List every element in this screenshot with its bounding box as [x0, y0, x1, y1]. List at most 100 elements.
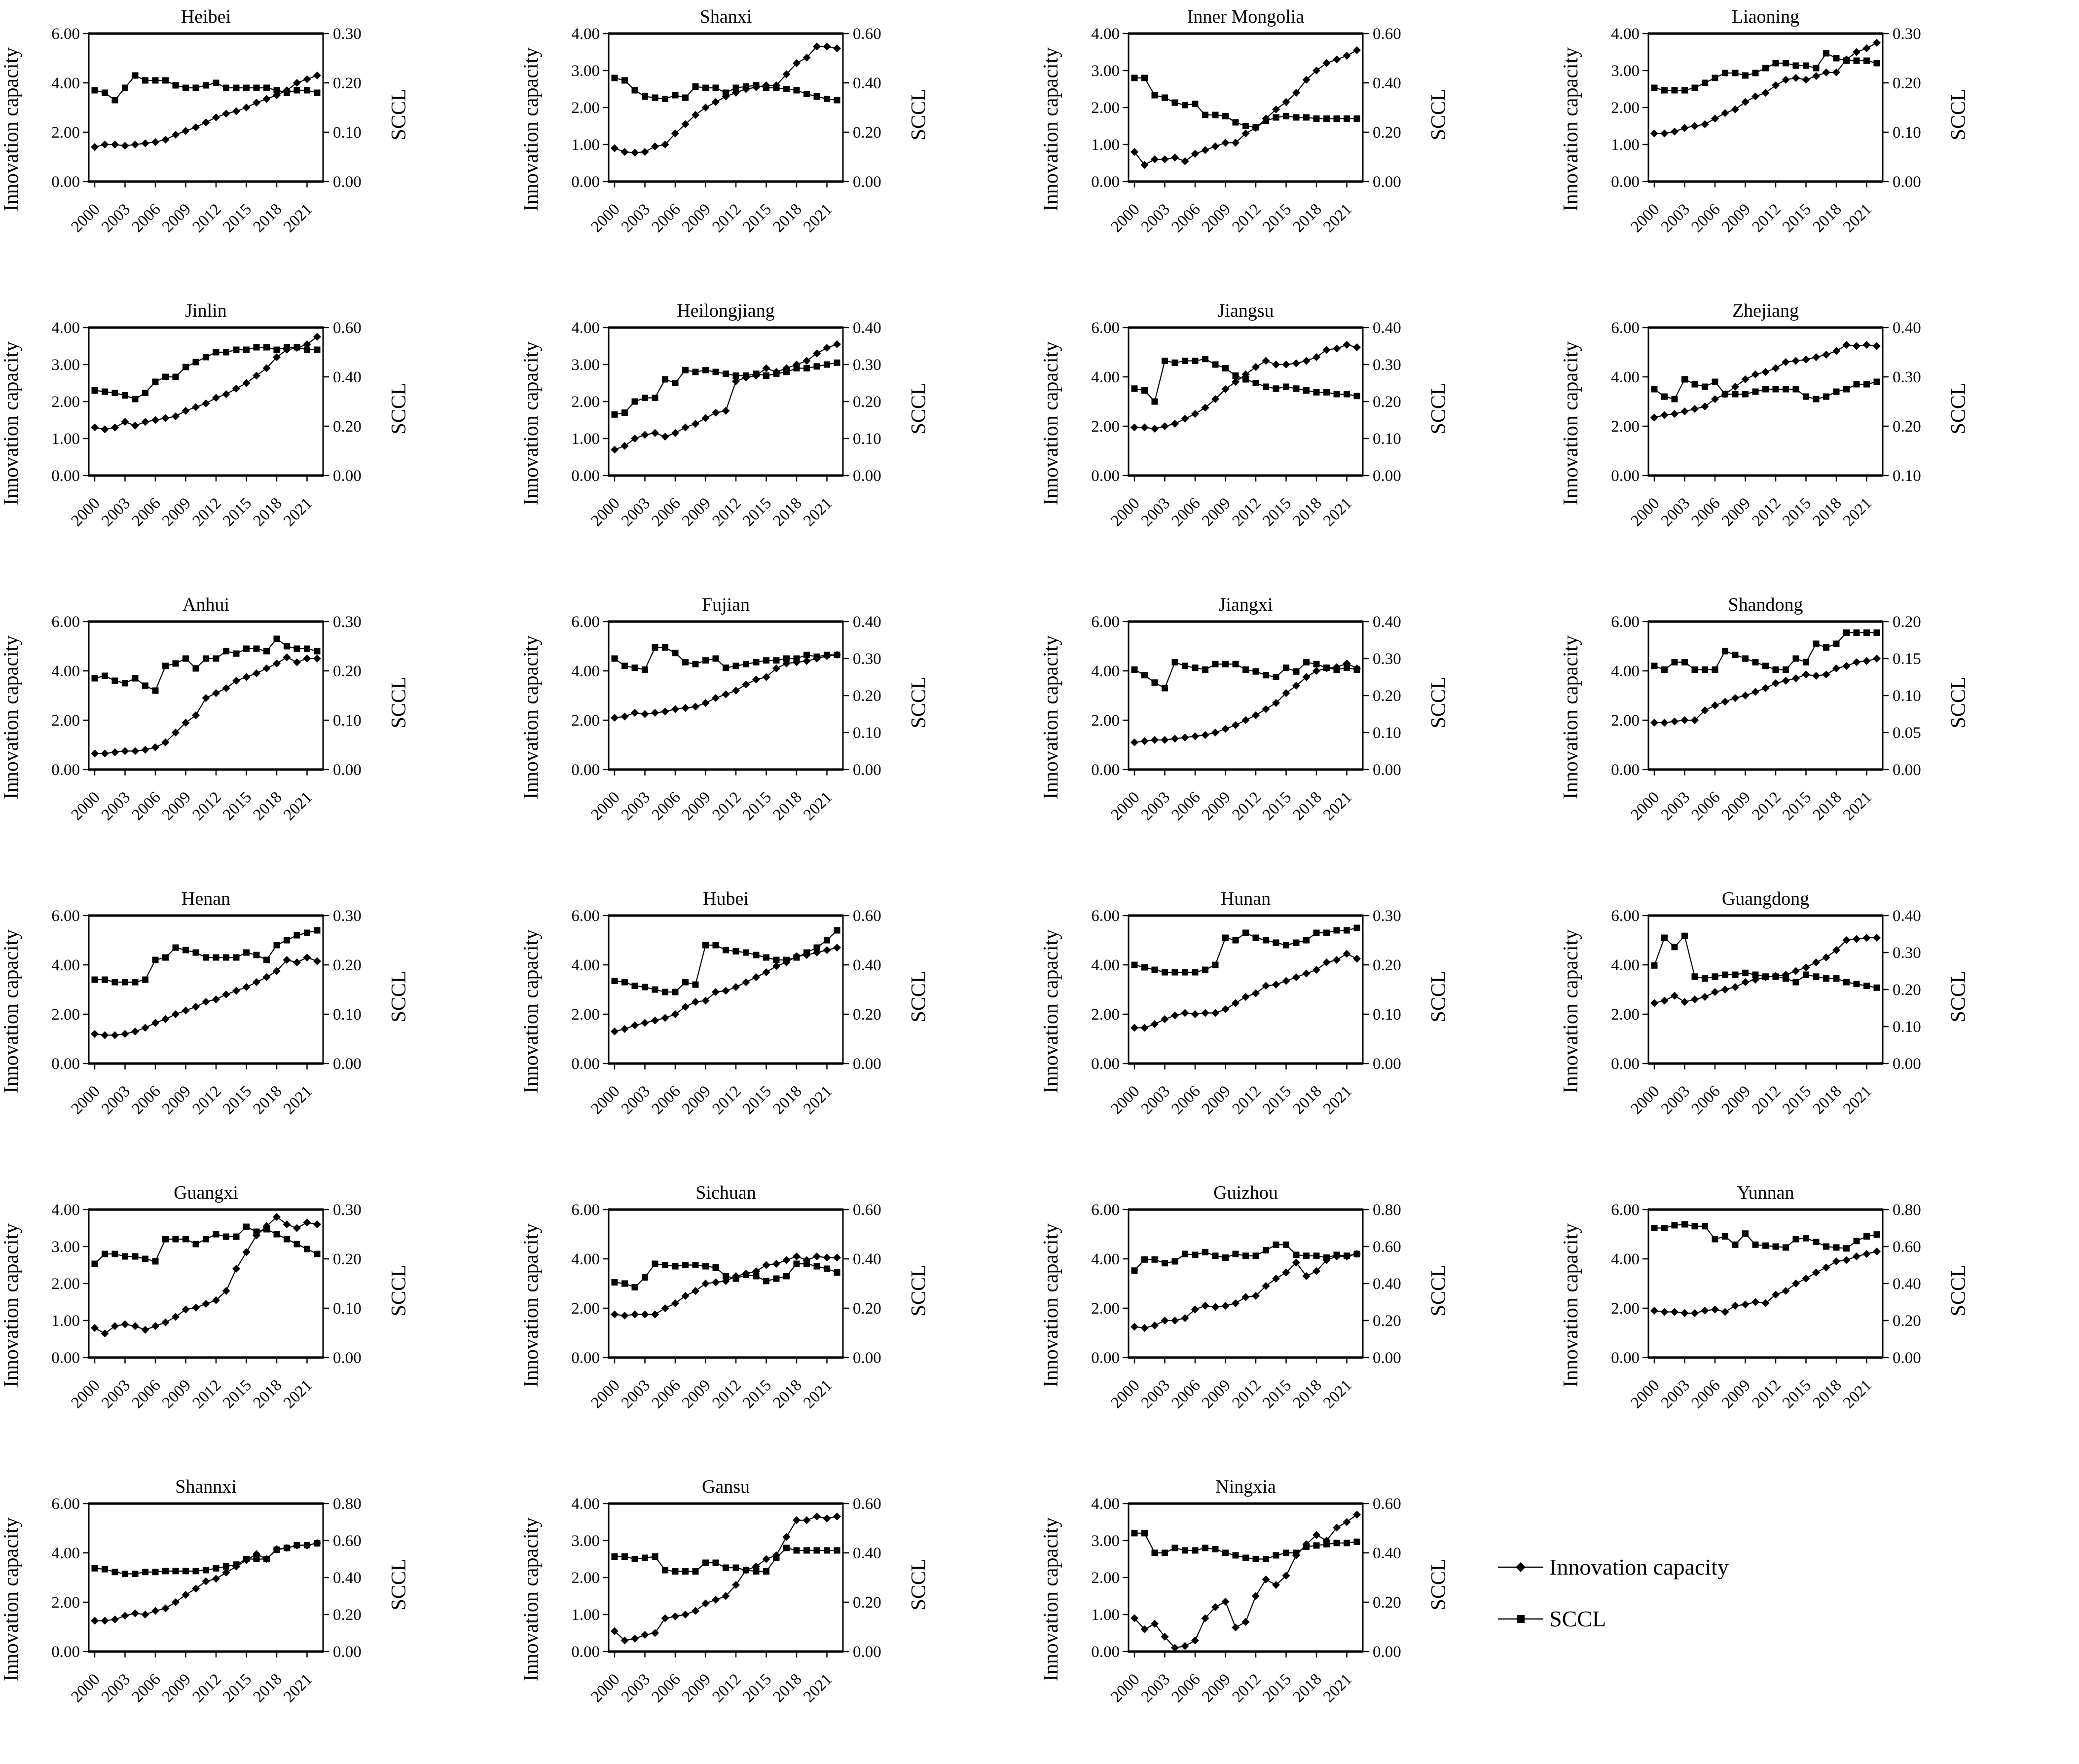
- square-marker: [243, 1223, 250, 1230]
- square-marker: [1722, 70, 1728, 76]
- x-tick-label: 2000: [1108, 788, 1143, 824]
- diamond-marker: [1772, 81, 1780, 89]
- left-axis-label: Innovation capacity: [1040, 1517, 1062, 1681]
- diamond-marker: [813, 1512, 821, 1521]
- x-tick-label: 2003: [1658, 494, 1693, 530]
- square-marker: [1323, 929, 1330, 936]
- diamond-marker: [1140, 1024, 1149, 1032]
- diamond-marker: [722, 987, 730, 995]
- x-tick-label: 2009: [1718, 200, 1754, 236]
- diamond-marker: [111, 1031, 119, 1039]
- square-marker: [1263, 1247, 1269, 1253]
- square-marker: [642, 666, 648, 673]
- square-marker: [1702, 975, 1708, 982]
- square-marker: [1681, 659, 1688, 665]
- square-marker: [1283, 942, 1289, 949]
- x-tick-label: 2018: [770, 1376, 805, 1412]
- diamond-marker: [1802, 670, 1810, 679]
- diamond-marker: [1333, 956, 1341, 964]
- square-marker: [1742, 391, 1749, 398]
- chart-heibei-svg: Heibei0.002.004.006.000.000.100.200.3020…: [0, 6, 410, 236]
- square-marker: [172, 1236, 179, 1243]
- diamond-marker: [1252, 989, 1260, 997]
- left-tick-label: 2.00: [571, 1569, 600, 1587]
- square-marker: [1772, 666, 1779, 673]
- left-axis-label: Innovation capacity: [1560, 47, 1582, 211]
- x-tick-label: 2003: [618, 788, 654, 824]
- square-marker: [712, 1559, 719, 1566]
- diamond-marker: [692, 998, 699, 1006]
- diamond-marker: [101, 1031, 109, 1039]
- diamond-marker: [752, 973, 760, 981]
- square-marker: [712, 655, 719, 662]
- square-marker: [1182, 1250, 1188, 1257]
- diamond-marker: [242, 1248, 251, 1256]
- diamond-marker: [1650, 129, 1658, 138]
- x-tick-label: 2012: [189, 788, 225, 824]
- square-marker: [253, 952, 260, 958]
- chart-jiangxi-svg: Jiangxi0.002.004.006.000.000.100.200.300…: [1040, 594, 1450, 824]
- plot-frame: [88, 1209, 324, 1359]
- square-marker: [1712, 74, 1718, 81]
- square-marker: [631, 1556, 638, 1562]
- square-marker: [642, 395, 648, 401]
- square-marker: [1273, 385, 1279, 392]
- chart-fujian: Fujian 0.00 2.00 4.00 6.00 0.00 0.10 0.20 0.30 0.…: [520, 588, 1040, 882]
- diamond-marker: [293, 958, 301, 966]
- square-marker: [732, 372, 739, 379]
- diamond-marker: [1650, 1307, 1658, 1315]
- diamond-marker: [232, 384, 240, 393]
- left-axis-label: Innovation capacity: [0, 1223, 23, 1387]
- innovation-capacity-series: [611, 340, 841, 454]
- diamond-marker: [1191, 1010, 1199, 1018]
- diamond-marker: [1241, 993, 1250, 1001]
- diamond-marker: [1221, 725, 1230, 733]
- diamond-marker: [1292, 359, 1300, 368]
- diamond-marker: [141, 1325, 149, 1334]
- diamond-marker: [620, 1636, 629, 1645]
- diamond-marker: [91, 1617, 99, 1625]
- diamond-marker: [1241, 1618, 1250, 1626]
- square-marker: [773, 1275, 780, 1282]
- square-marker: [1263, 383, 1269, 390]
- square-marker: [1283, 664, 1289, 671]
- square-marker: [712, 84, 719, 91]
- diamond-marker: [1862, 1250, 1871, 1258]
- square-marker: [304, 346, 310, 353]
- square-marker: [1212, 1252, 1219, 1259]
- diamond-marker: [1782, 358, 1790, 366]
- diamond-marker: [1161, 1633, 1169, 1641]
- square-marker: [773, 956, 780, 963]
- innovation-capacity-series: [1131, 341, 1361, 433]
- diamond-marker: [1671, 410, 1678, 418]
- diamond-marker: [762, 364, 770, 372]
- square-marker: [263, 344, 270, 351]
- square-marker: [1323, 389, 1330, 396]
- diamond-marker: [692, 702, 699, 711]
- right-tick-label: 0.10: [1373, 724, 1401, 742]
- diamond-marker: [1782, 75, 1790, 84]
- right-tick-label: 0.30: [1893, 368, 1921, 386]
- square-marker: [122, 84, 128, 91]
- square-marker: [692, 83, 699, 90]
- left-tick-label: 6.00: [1091, 613, 1120, 631]
- diamond-marker: [1680, 998, 1689, 1006]
- square-marker: [243, 645, 250, 652]
- legend-item-sccl: SCCL: [1497, 1606, 1729, 1632]
- right-axis-label: SCCL: [388, 1264, 410, 1316]
- diamond-marker: [91, 749, 99, 758]
- sccl-series: [1651, 1221, 1880, 1252]
- diamond-marker: [681, 1003, 690, 1011]
- square-marker: [712, 1264, 719, 1271]
- chart-jiangxi: Jiangxi 0.00 2.00 4.00 6.00 0.00 0.10 0.20 0.30 0…: [1040, 588, 1560, 882]
- sccl-series: [1651, 376, 1880, 403]
- x-tick-label: 2021: [800, 1376, 836, 1412]
- square-marker: [813, 653, 820, 660]
- square-marker: [152, 956, 159, 963]
- square-marker: [182, 1236, 189, 1243]
- square-marker: [763, 954, 769, 961]
- diamond-marker: [1161, 736, 1169, 744]
- square-marker: [203, 82, 209, 89]
- diamond-marker: [192, 1003, 200, 1011]
- x-tick-label: 2018: [1290, 200, 1325, 236]
